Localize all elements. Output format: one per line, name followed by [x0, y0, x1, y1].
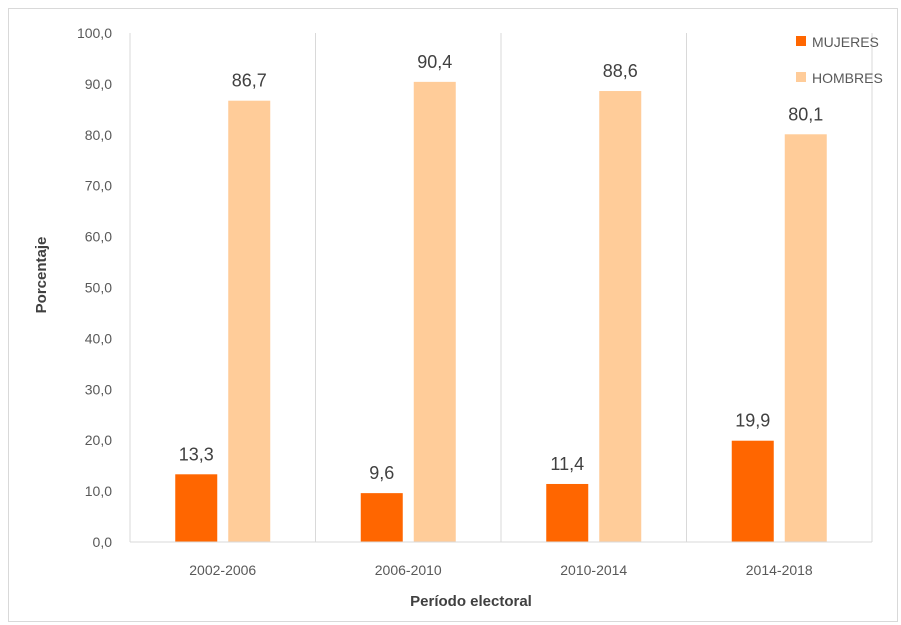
y-axis-title: Porcentaje: [33, 237, 50, 314]
y-tick-label: 30,0: [85, 381, 112, 397]
bar-mujeres-2006-2010: [360, 493, 403, 542]
data-label-mujeres: 11,4: [550, 454, 584, 474]
x-tick-label: 2002-2006: [189, 562, 256, 578]
bar-hombres-2006-2010: [413, 81, 456, 542]
legend-swatch-hombres: [796, 72, 806, 82]
grid-lines: [129, 33, 873, 542]
y-tick-label: 20,0: [85, 432, 112, 448]
y-tick-label: 60,0: [85, 229, 112, 245]
bar-hombres-2002-2006: [228, 100, 271, 543]
bar-mujeres-2014-2018: [731, 440, 774, 542]
y-tick-label: 0,0: [93, 534, 113, 550]
data-label-hombres: 80,1: [788, 104, 823, 124]
bar-mujeres-2002-2006: [175, 474, 218, 542]
y-tick-label: 100,0: [77, 25, 112, 41]
data-label-mujeres: 13,3: [179, 444, 214, 464]
x-axis-title: Período electoral: [410, 593, 532, 610]
y-axis-ticks: 0,0 10,0 20,0 30,0 40,0 50,0 60,0 70,0 80,0 90,0 1…: [77, 25, 112, 550]
bar-hombres-2010-2014: [599, 91, 642, 542]
x-tick-label: 2014-2018: [746, 562, 813, 578]
x-tick-label: 2006-2010: [375, 562, 442, 578]
y-tick-label: 40,0: [85, 330, 112, 346]
legend: MUJERES HOMBRES: [796, 34, 883, 86]
y-tick-label: 70,0: [85, 178, 112, 194]
x-axis-ticks: 2002-2006 2006-2010 2010-2014 2014-2018: [189, 562, 813, 578]
y-tick-label: 10,0: [85, 483, 112, 499]
legend-label-mujeres: MUJERES: [812, 34, 879, 50]
data-label-mujeres: 9,6: [369, 463, 394, 483]
bar-hombres-2014-2018: [784, 134, 827, 542]
y-tick-label: 50,0: [85, 280, 112, 296]
legend-swatch-mujeres: [796, 36, 806, 46]
legend-label-hombres: HOMBRES: [812, 70, 883, 86]
x-tick-label: 2010-2014: [560, 562, 627, 578]
bars: [175, 81, 827, 543]
data-label-hombres: 86,7: [232, 71, 267, 91]
data-label-mujeres: 19,9: [735, 411, 770, 431]
y-tick-label: 80,0: [85, 127, 112, 143]
data-label-hombres: 88,6: [603, 61, 638, 81]
data-labels: 13,3 9,6 11,4 19,9 86,7 90,4 88,6 80,1: [179, 52, 824, 483]
bar-mujeres-2010-2014: [546, 483, 589, 542]
y-tick-label: 90,0: [85, 76, 112, 92]
data-label-hombres: 90,4: [417, 52, 452, 72]
